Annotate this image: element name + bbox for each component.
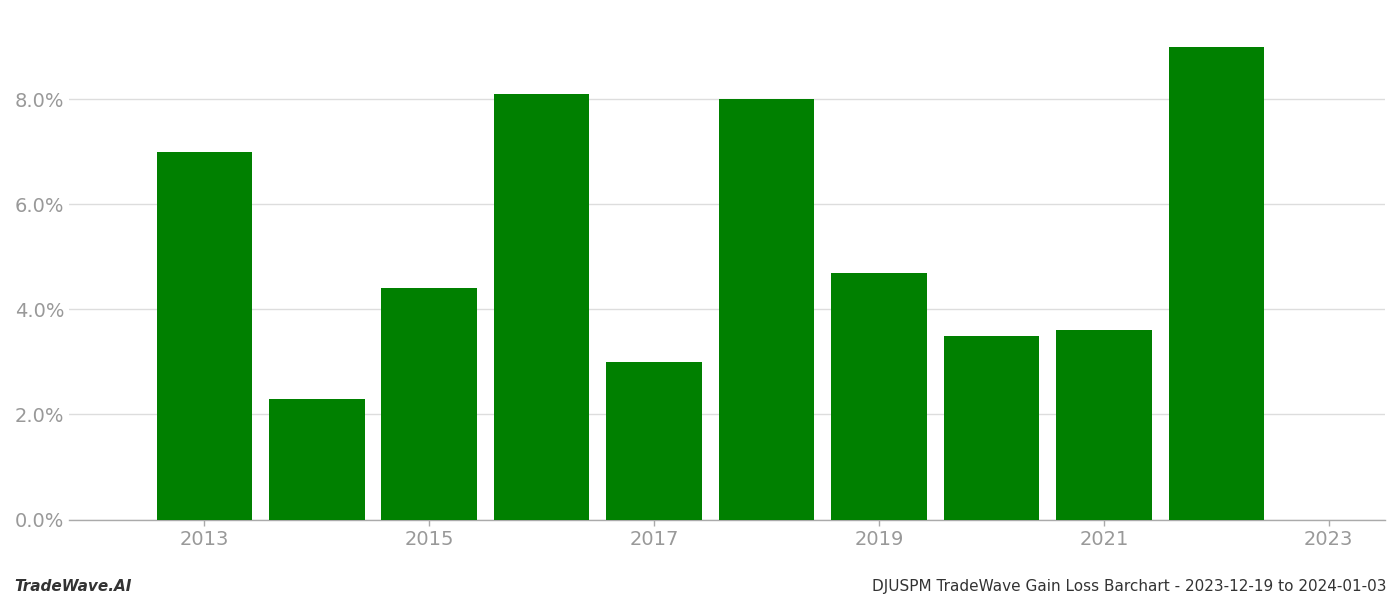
Bar [381, 289, 477, 520]
Text: TradeWave.AI: TradeWave.AI [14, 579, 132, 594]
Bar [832, 272, 927, 520]
Bar [157, 152, 252, 520]
Bar [1056, 331, 1152, 520]
Text: DJUSPM TradeWave Gain Loss Barchart - 2023-12-19 to 2024-01-03: DJUSPM TradeWave Gain Loss Barchart - 20… [871, 579, 1386, 594]
Bar [944, 335, 1039, 520]
Bar [1169, 47, 1264, 520]
Bar [718, 99, 815, 520]
Bar [606, 362, 701, 520]
Bar [269, 398, 364, 520]
Bar [494, 94, 589, 520]
